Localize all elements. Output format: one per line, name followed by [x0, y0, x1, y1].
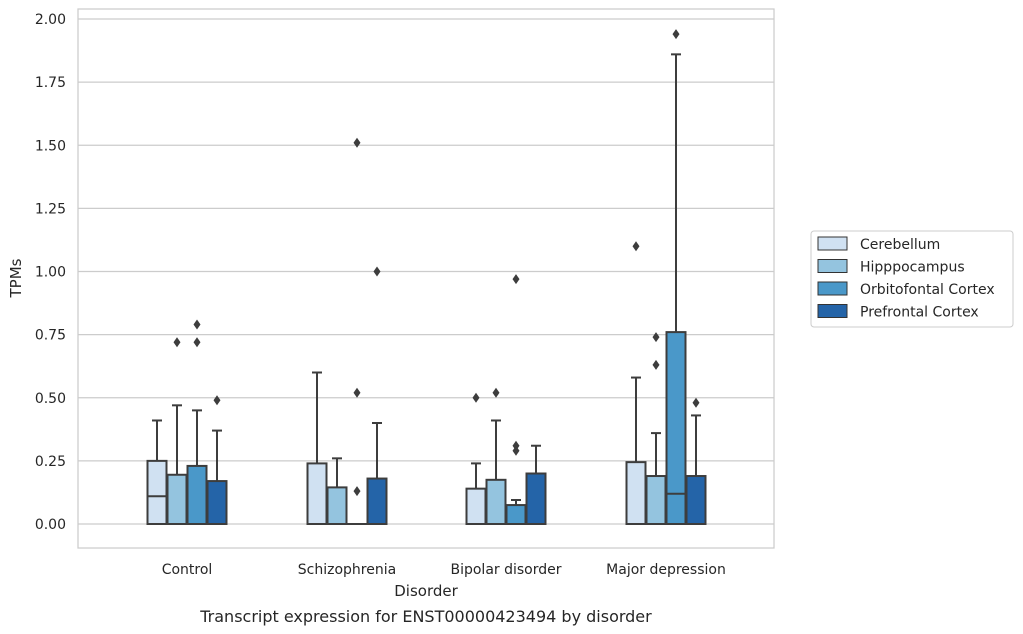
outlier-point: [512, 274, 520, 285]
box-0-1: [306, 371, 328, 525]
y-tick-labels: 0.00 0.25 0.50 0.75 1.00 1.25 1.50 1.75 2.00: [35, 12, 66, 533]
outlier-point: [353, 387, 361, 398]
outlier-point: [512, 445, 520, 456]
box-3-1: [366, 266, 388, 525]
box-body: [525, 472, 547, 525]
y-tick-label: 1.00: [35, 265, 66, 281]
box-body: [306, 462, 328, 525]
box-body: [326, 486, 348, 526]
box-series: [146, 29, 707, 526]
y-tick-label: 1.25: [35, 201, 66, 217]
box-body: [366, 477, 388, 525]
legend-item: Cerebellum: [817, 236, 940, 253]
box-body: [505, 504, 527, 525]
box-0-2: [465, 392, 487, 525]
outlier-point: [652, 332, 660, 343]
legend-label: Hipppocampus: [860, 260, 965, 276]
x-tick-label: Control: [162, 562, 213, 578]
outlier-point: [193, 337, 201, 348]
chart-caption: Transcript expression for ENST0000042349…: [199, 607, 652, 626]
legend-frame: [810, 230, 1014, 328]
box-1-2: [485, 387, 507, 525]
legend-label: Prefrontal Cortex: [860, 305, 979, 321]
box-3-0: [206, 395, 228, 526]
outlier-point: [353, 137, 361, 148]
legend-label: Cerebellum: [860, 237, 940, 253]
box-body: [645, 475, 667, 525]
box-body: [186, 464, 208, 525]
y-tick-label: 0.25: [35, 454, 66, 470]
outlier-point: [652, 359, 660, 370]
legend-item: Hipppocampus: [817, 259, 965, 276]
outlier-point: [472, 392, 480, 403]
outlier-point: [373, 266, 381, 277]
outlier-point: [353, 486, 361, 497]
box-body: [166, 473, 188, 526]
y-tick-label: 0.75: [35, 328, 66, 344]
box-body: [485, 478, 507, 525]
legend-swatch: [817, 304, 848, 318]
box-3-2: [525, 444, 547, 525]
x-tick-label: Bipolar disorder: [450, 562, 561, 578]
y-axis-label: TPMs: [7, 258, 25, 298]
y-tick-label: 1.50: [35, 138, 66, 154]
legend: Cerebellum Hipppocampus Orbitofontal Corte…: [810, 230, 1014, 328]
box-2-2: [505, 274, 527, 525]
box-1-0: [166, 337, 188, 526]
outlier-point: [512, 440, 520, 451]
plot-area: [78, 9, 774, 548]
box-1-3: [645, 332, 667, 525]
y-tick-label: 1.75: [35, 75, 66, 91]
box-body: [206, 480, 228, 526]
legend-swatch: [817, 259, 848, 273]
outlier-point: [672, 29, 680, 40]
plot-frame: [77, 8, 775, 549]
outlier-point: [193, 319, 201, 330]
box-body: [465, 487, 487, 525]
y-tick-label: 0.00: [35, 517, 66, 533]
box-2-3: [665, 29, 687, 525]
outlier-point: [492, 387, 500, 398]
outlier-point: [692, 397, 700, 408]
legend-swatch: [817, 281, 848, 296]
box-2-0: [186, 319, 208, 525]
x-tick-label: Major depression: [606, 562, 726, 578]
x-axis-label: Disorder: [394, 582, 458, 600]
box-0-0: [146, 419, 168, 525]
outlier-point: [213, 395, 221, 406]
box-2-1: [347, 137, 367, 525]
x-tick-label: Schizophrenia: [298, 562, 396, 578]
box-body: [146, 459, 168, 525]
outlier-point: [632, 241, 640, 252]
y-tick-label: 2.00: [35, 12, 66, 28]
box-body: [685, 475, 707, 525]
box-0-3: [625, 241, 647, 526]
y-tick-label: 0.50: [35, 391, 66, 407]
legend-item: Orbitofontal Cortex: [817, 281, 995, 298]
outlier-point: [173, 337, 181, 348]
box-body: [665, 331, 687, 525]
x-tick-labels: Control Schizophrenia Bipolar disorder Majo…: [162, 562, 726, 578]
box-1-1: [326, 457, 348, 526]
legend-label: Orbitofontal Cortex: [860, 282, 995, 298]
box-3-3: [685, 397, 707, 525]
legend-item: Prefrontal Cortex: [817, 304, 979, 321]
box-body: [625, 461, 647, 526]
legend-swatch: [817, 236, 848, 251]
